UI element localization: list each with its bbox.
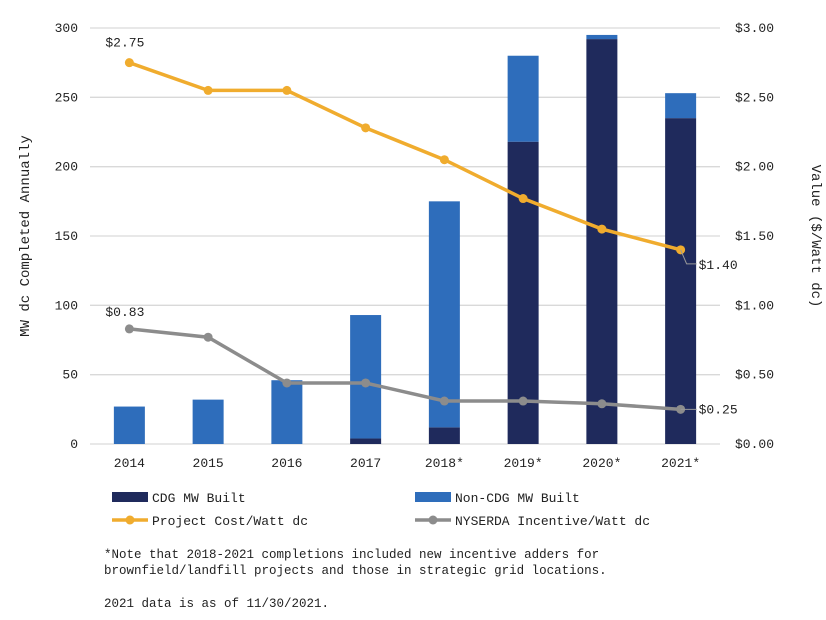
- data-label: $1.40: [699, 258, 738, 273]
- data-as-of-note: 2021 data is as of 11/30/2021.: [104, 597, 330, 611]
- y2-tick-label: $2.50: [735, 90, 774, 105]
- point-incentive: [282, 378, 292, 388]
- y2-tick-label: $1.00: [735, 298, 774, 313]
- legend-label: Project Cost/Watt dc: [152, 514, 308, 529]
- bar-cdg: [586, 39, 618, 445]
- y-tick-label: 250: [55, 90, 78, 105]
- x-tick-label: 2017: [350, 456, 381, 471]
- legend-marker: [428, 515, 438, 525]
- y-tick-label: 300: [55, 21, 78, 36]
- bar-non-cdg: [350, 315, 382, 439]
- data-label: $2.75: [105, 36, 144, 51]
- bar-non-cdg: [665, 93, 697, 119]
- x-tick-label: 2019*: [504, 456, 543, 471]
- point-project-cost: [124, 58, 134, 68]
- line-project-cost: [128, 61, 682, 252]
- data-label: $0.83: [105, 305, 144, 320]
- bar-non-cdg: [192, 399, 224, 444]
- y2-tick-label: $0.00: [735, 437, 774, 452]
- legend-swatch: [112, 492, 148, 502]
- y2-tick-label: $0.50: [735, 368, 774, 383]
- x-tick-label: 2016: [271, 456, 302, 471]
- point-project-cost: [439, 155, 449, 165]
- point-incentive: [124, 324, 134, 334]
- y-tick-label: 150: [55, 229, 78, 244]
- x-tick-label: 2014: [114, 456, 145, 471]
- point-project-cost: [518, 194, 528, 204]
- point-incentive: [439, 396, 449, 406]
- legend-label: CDG MW Built: [152, 491, 246, 506]
- footnote: *Note that 2018-2021 completions include…: [104, 548, 607, 578]
- bar-cdg: [665, 118, 697, 444]
- point-project-cost: [203, 85, 213, 95]
- legend-swatch: [415, 492, 451, 502]
- y2-tick-label: $3.00: [735, 21, 774, 36]
- point-incentive: [518, 396, 528, 406]
- bar-non-cdg: [113, 406, 145, 444]
- y-axis-label: MW dc Completed Annually: [18, 135, 34, 337]
- bar-non-cdg: [271, 380, 303, 444]
- leader-line: [680, 249, 697, 265]
- point-project-cost: [361, 123, 371, 133]
- y2-tick-label: $2.00: [735, 160, 774, 175]
- x-tick-label: 2021*: [661, 456, 700, 471]
- y2-axis-label: Value ($/Watt dc): [807, 165, 823, 308]
- point-incentive: [597, 399, 607, 409]
- bar-non-cdg: [428, 201, 460, 428]
- data-label: $0.25: [699, 402, 738, 417]
- y2-tick-label: $1.50: [735, 229, 774, 244]
- x-tick-label: 2015: [193, 456, 224, 471]
- legend-label: NYSERDA Incentive/Watt dc: [455, 514, 650, 529]
- line-incentive: [129, 327, 681, 412]
- legend-label: Non-CDG MW Built: [455, 491, 580, 506]
- y-tick-label: 0: [70, 437, 78, 452]
- legend-marker: [125, 515, 135, 525]
- bar-non-cdg: [507, 55, 539, 142]
- y-tick-label: 100: [55, 298, 78, 313]
- x-tick-label: 2020*: [582, 456, 621, 471]
- y-tick-label: 200: [55, 160, 78, 175]
- point-project-cost: [282, 85, 292, 95]
- y-tick-label: 50: [62, 368, 78, 383]
- point-incentive: [361, 378, 371, 388]
- point-incentive: [203, 332, 213, 342]
- point-project-cost: [597, 224, 607, 234]
- bar-cdg: [428, 427, 460, 444]
- bar-cdg: [350, 438, 382, 444]
- x-tick-label: 2018*: [425, 456, 464, 471]
- bar-non-cdg: [586, 34, 618, 40]
